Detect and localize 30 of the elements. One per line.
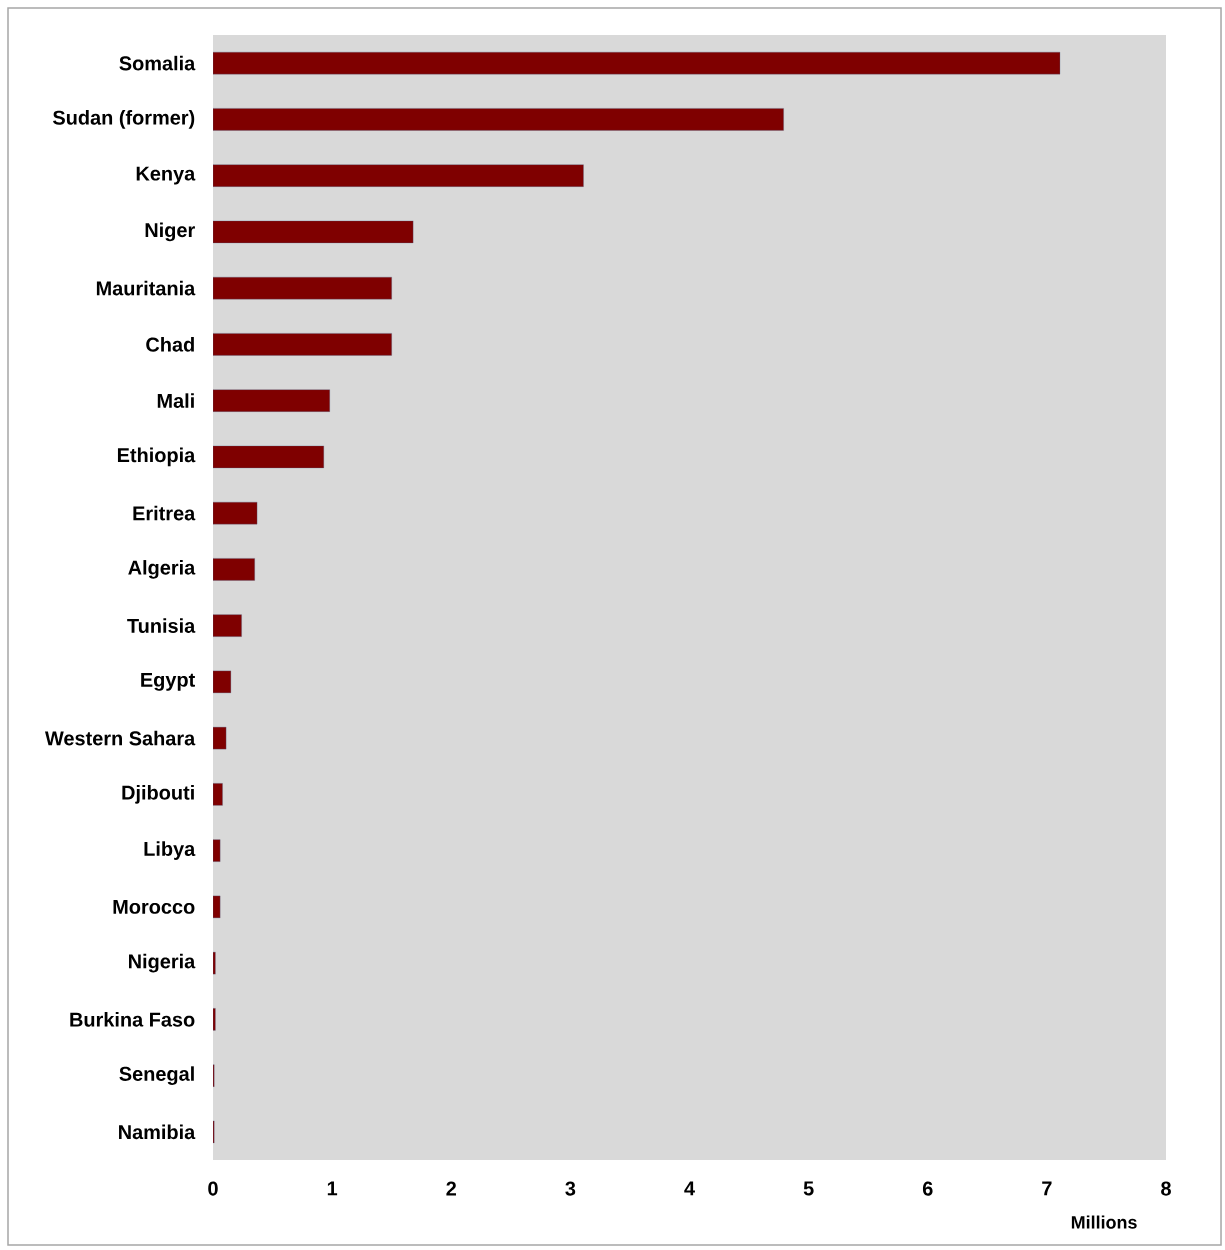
- x-tick-label: 8: [1161, 1181, 1171, 1196]
- x-tick-label: 7: [1042, 1181, 1052, 1196]
- y-tick-label: Mauritania: [96, 280, 196, 296]
- y-tick-label: Egypt: [141, 672, 195, 691]
- y-tick-label: Somalia: [119, 55, 196, 71]
- y-tick-label: Morocco: [113, 899, 195, 914]
- y-tick-label: Chad: [146, 337, 194, 352]
- x-tick-label: 4: [684, 1181, 695, 1196]
- x-tick-label: 3: [565, 1181, 576, 1196]
- y-tick-label: Sudan (former): [53, 110, 195, 129]
- x-tick-label: 0: [208, 1181, 218, 1196]
- y-tick-label: Namibia: [119, 1124, 196, 1140]
- x-tick-label: 2: [446, 1181, 456, 1196]
- y-tick-label: Senegal: [119, 1066, 194, 1085]
- x-tick-label: 5: [803, 1181, 814, 1196]
- y-tick-label: Tunisia: [127, 618, 196, 633]
- x-tick-label: 1: [327, 1181, 338, 1196]
- y-tick-label: Burkina Faso: [70, 1012, 195, 1027]
- y-tick-label: Western Sahara: [44, 730, 196, 746]
- y-tick-label: Nigeria: [129, 953, 196, 973]
- y-tick-label: Kenya: [136, 166, 196, 185]
- y-tick-label: Libya: [144, 841, 196, 860]
- y-tick-label: Niger: [145, 222, 195, 242]
- x-axis-title: Millions: [1071, 1215, 1137, 1229]
- y-tick-label: Mali: [157, 393, 194, 408]
- y-tick-label: Algeria: [128, 560, 196, 579]
- x-tick-label: 6: [922, 1181, 933, 1196]
- y-tick-label: Ethiopia: [117, 447, 196, 467]
- y-tick-label: Djibouti: [122, 785, 194, 804]
- y-tick-label: Eritrea: [133, 505, 196, 521]
